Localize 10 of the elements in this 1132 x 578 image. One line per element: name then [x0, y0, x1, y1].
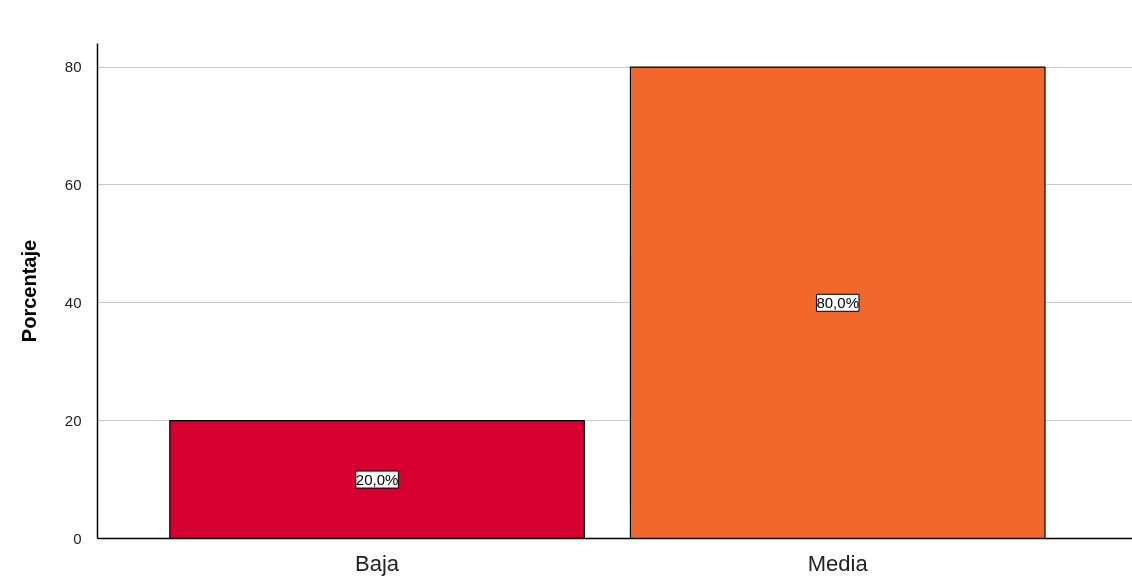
y-tick-label: 20 [64, 411, 82, 429]
x-tick-label: Media [807, 550, 869, 576]
x-tick-label: Baja [355, 550, 400, 576]
y-tick-label: 40 [64, 293, 82, 311]
data-label: 20,0% [355, 471, 399, 489]
y-tick-label: 60 [64, 175, 82, 193]
y-tick-label: 80 [64, 58, 82, 76]
data-label: 80,0% [816, 294, 859, 312]
y-axis-title: Porcentaje [17, 239, 40, 343]
y-tick-label: 0 [73, 529, 82, 547]
